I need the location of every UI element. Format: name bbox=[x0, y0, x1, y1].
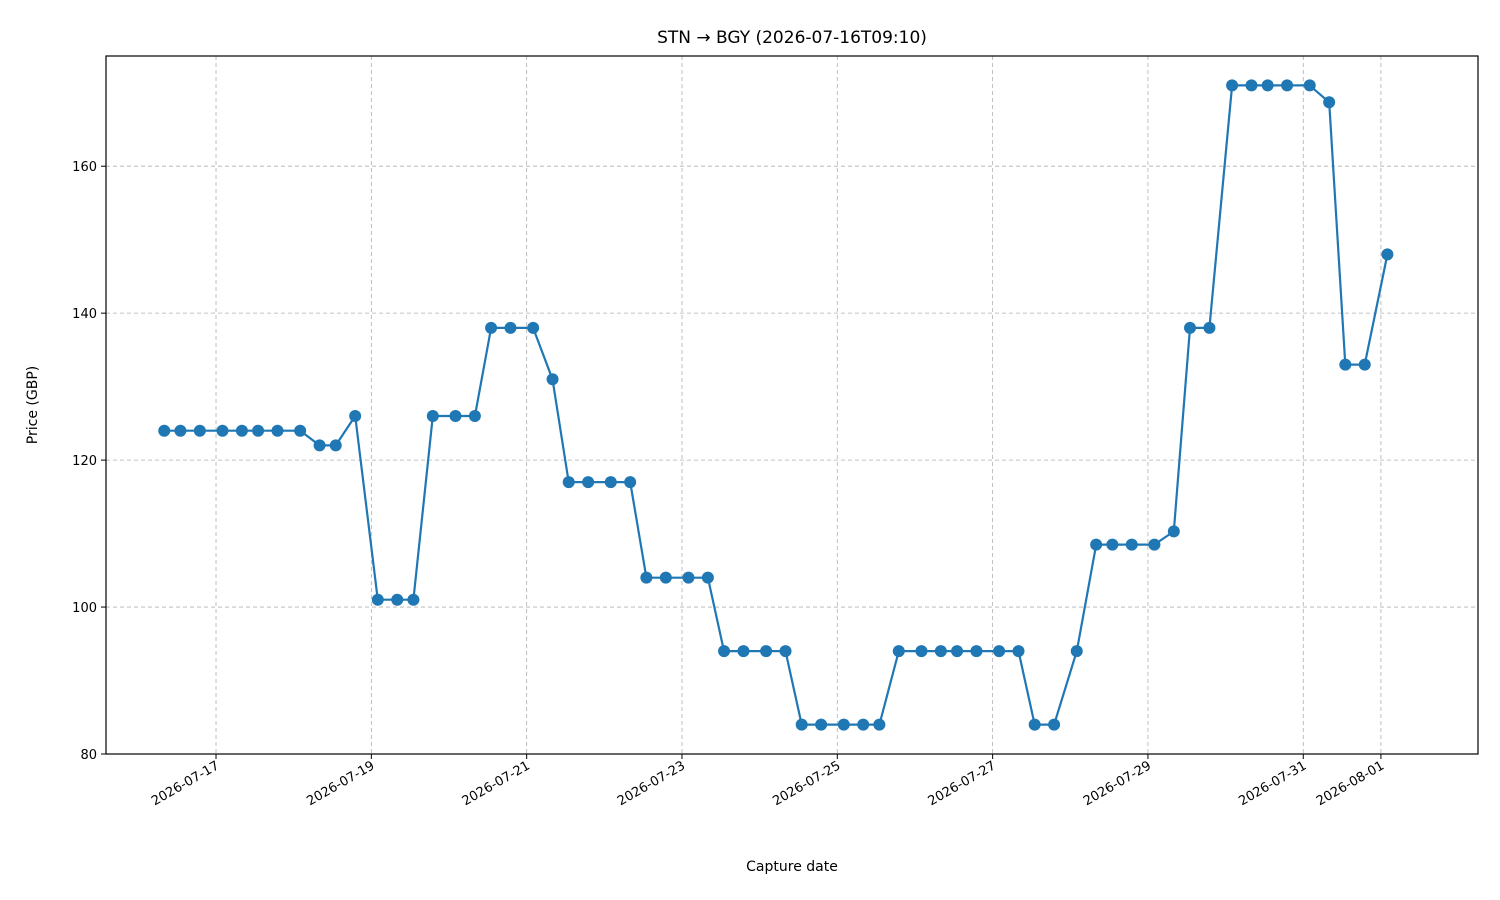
data-point bbox=[1167, 525, 1180, 538]
data-point bbox=[934, 645, 947, 658]
data-point bbox=[391, 593, 404, 606]
data-point bbox=[562, 476, 575, 489]
data-point bbox=[779, 645, 792, 658]
data-point bbox=[527, 321, 540, 334]
data-point bbox=[1148, 538, 1161, 551]
x-tick-label: 2026-07-27 bbox=[926, 758, 999, 809]
data-point bbox=[873, 718, 886, 731]
data-point bbox=[294, 424, 307, 437]
series-group bbox=[158, 79, 1394, 731]
x-tick-label: 2026-07-19 bbox=[304, 758, 377, 809]
x-axis-label: Capture date bbox=[746, 859, 838, 875]
data-point bbox=[271, 424, 284, 437]
x-tick-label: 2026-07-31 bbox=[1236, 758, 1309, 809]
data-point bbox=[546, 373, 559, 386]
data-point bbox=[737, 645, 750, 658]
y-tick-label: 80 bbox=[80, 748, 97, 763]
y-tick-label: 160 bbox=[72, 160, 97, 175]
data-point bbox=[407, 593, 420, 606]
data-point bbox=[1106, 538, 1119, 551]
data-point bbox=[449, 410, 462, 423]
data-point bbox=[1028, 718, 1041, 731]
data-point bbox=[795, 718, 808, 731]
data-point bbox=[1323, 96, 1336, 109]
x-tick-label: 2026-07-25 bbox=[770, 758, 843, 809]
data-point bbox=[252, 424, 265, 437]
data-point bbox=[426, 410, 439, 423]
data-point bbox=[1012, 645, 1025, 658]
x-tick-label: 2026-07-17 bbox=[149, 758, 222, 809]
data-point bbox=[582, 476, 595, 489]
x-tick-label: 2026-07-23 bbox=[615, 758, 688, 809]
data-point bbox=[504, 321, 517, 334]
data-point bbox=[174, 424, 187, 437]
data-point bbox=[951, 645, 964, 658]
data-point bbox=[313, 439, 326, 452]
data-point bbox=[1070, 645, 1083, 658]
data-point bbox=[1226, 79, 1239, 92]
data-point bbox=[604, 476, 617, 489]
data-point bbox=[1303, 79, 1316, 92]
data-point bbox=[1125, 538, 1138, 551]
data-point bbox=[468, 410, 481, 423]
x-tick-label: 2026-07-21 bbox=[460, 758, 533, 809]
y-tick-label: 140 bbox=[72, 307, 97, 322]
data-point bbox=[1184, 321, 1197, 334]
data-point bbox=[1381, 248, 1394, 261]
data-point bbox=[1090, 538, 1103, 551]
x-tick-label: 2026-08-01 bbox=[1314, 758, 1387, 809]
data-point bbox=[915, 645, 928, 658]
data-point bbox=[485, 321, 498, 334]
data-point bbox=[760, 645, 773, 658]
data-point bbox=[329, 439, 342, 452]
grid bbox=[106, 56, 1478, 755]
data-point bbox=[701, 571, 714, 584]
data-point bbox=[349, 410, 362, 423]
data-point bbox=[1358, 358, 1371, 371]
data-point bbox=[892, 645, 905, 658]
data-point bbox=[837, 718, 850, 731]
data-point bbox=[1339, 358, 1352, 371]
data-point bbox=[640, 571, 653, 584]
data-point bbox=[1281, 79, 1294, 92]
data-point bbox=[1048, 718, 1061, 731]
data-point bbox=[815, 718, 828, 731]
data-point bbox=[857, 718, 870, 731]
data-point bbox=[624, 476, 637, 489]
data-point bbox=[1261, 79, 1274, 92]
price-line bbox=[164, 84, 1389, 726]
data-point bbox=[371, 593, 384, 606]
data-point bbox=[1203, 321, 1216, 334]
data-point bbox=[235, 424, 248, 437]
y-tick-label: 120 bbox=[72, 454, 97, 469]
data-point bbox=[1245, 79, 1258, 92]
data-point bbox=[993, 645, 1006, 658]
data-point bbox=[158, 424, 171, 437]
data-point bbox=[659, 571, 672, 584]
y-axis-label: Price (GBP) bbox=[25, 366, 41, 444]
x-tick-label: 2026-07-29 bbox=[1081, 758, 1154, 809]
data-point bbox=[970, 645, 983, 658]
data-point bbox=[216, 424, 229, 437]
data-point bbox=[682, 571, 695, 584]
data-point bbox=[718, 645, 731, 658]
chart-title: STN → BGY (2026-07-16T09:10) bbox=[657, 28, 927, 48]
y-tick-label: 100 bbox=[72, 601, 97, 616]
plot-frame bbox=[105, 55, 1479, 755]
x-axis: 2026-07-17 2026-07-19 2026-07-21 2026-07-23… bbox=[149, 754, 1387, 809]
y-axis: 80 100 120 140 160 bbox=[72, 160, 106, 763]
data-point bbox=[193, 424, 206, 437]
